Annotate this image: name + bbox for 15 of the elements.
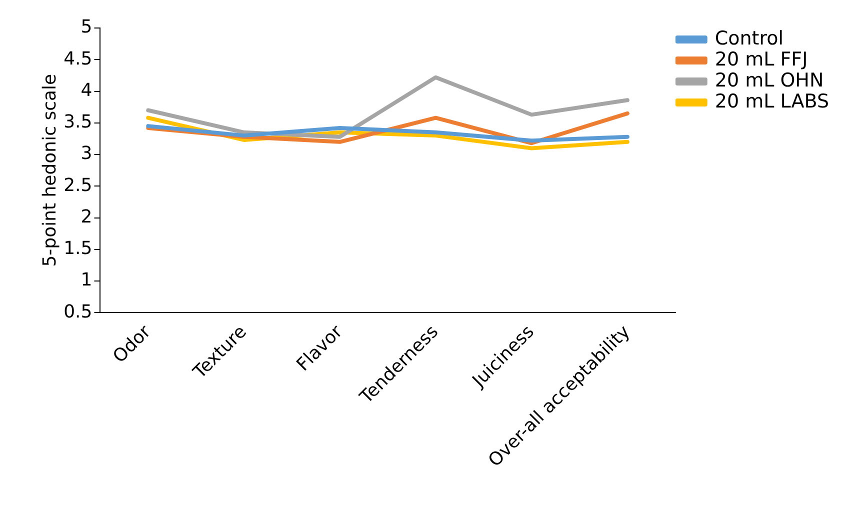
y-tick-label: 1.5	[64, 238, 92, 260]
legend-label: 20 mL FFJ	[714, 48, 808, 70]
y-tick-label: 3	[80, 143, 92, 164]
y-tick-label: 0.5	[64, 301, 92, 322]
y-axis-title: 5-point hedonic scale	[39, 74, 60, 267]
y-tick-label: 2	[80, 206, 92, 228]
legend-label: Control	[714, 27, 784, 50]
legend-label: 20 mL OHN	[714, 69, 824, 92]
y-tick-label: 5	[80, 16, 92, 38]
y-tick-label: 3.5	[64, 112, 92, 133]
y-tick-label: 4	[80, 80, 92, 101]
y-tick-label: 2.5	[64, 174, 92, 196]
legend-label: 20 mL LABS	[714, 90, 830, 112]
y-tick-label: 1	[80, 270, 92, 291]
y-tick-label: 4.5	[64, 48, 92, 70]
